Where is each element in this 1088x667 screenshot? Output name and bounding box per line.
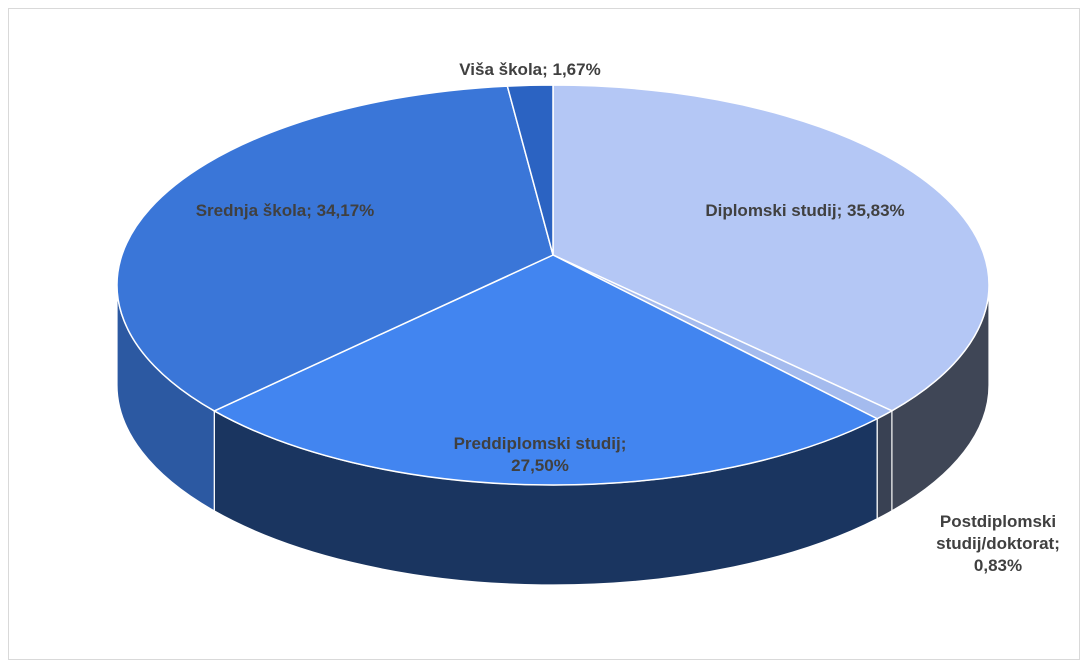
data-label: Postdiplomski studij/doktorat; 0,83% (936, 512, 1060, 575)
data-label: Srednja škola; 34,17% (195, 201, 375, 220)
data-label: Preddiplomski studij; 27,50% (453, 434, 627, 475)
slice (212, 254, 879, 486)
slice (116, 85, 554, 412)
data-label: Diplomski studij; 35,83% (705, 201, 905, 220)
slice-side (876, 409, 893, 520)
slice (552, 84, 990, 412)
chart-frame (8, 8, 1080, 660)
data-label: Viša škola; 1,67% (459, 60, 601, 79)
slice (506, 84, 554, 256)
